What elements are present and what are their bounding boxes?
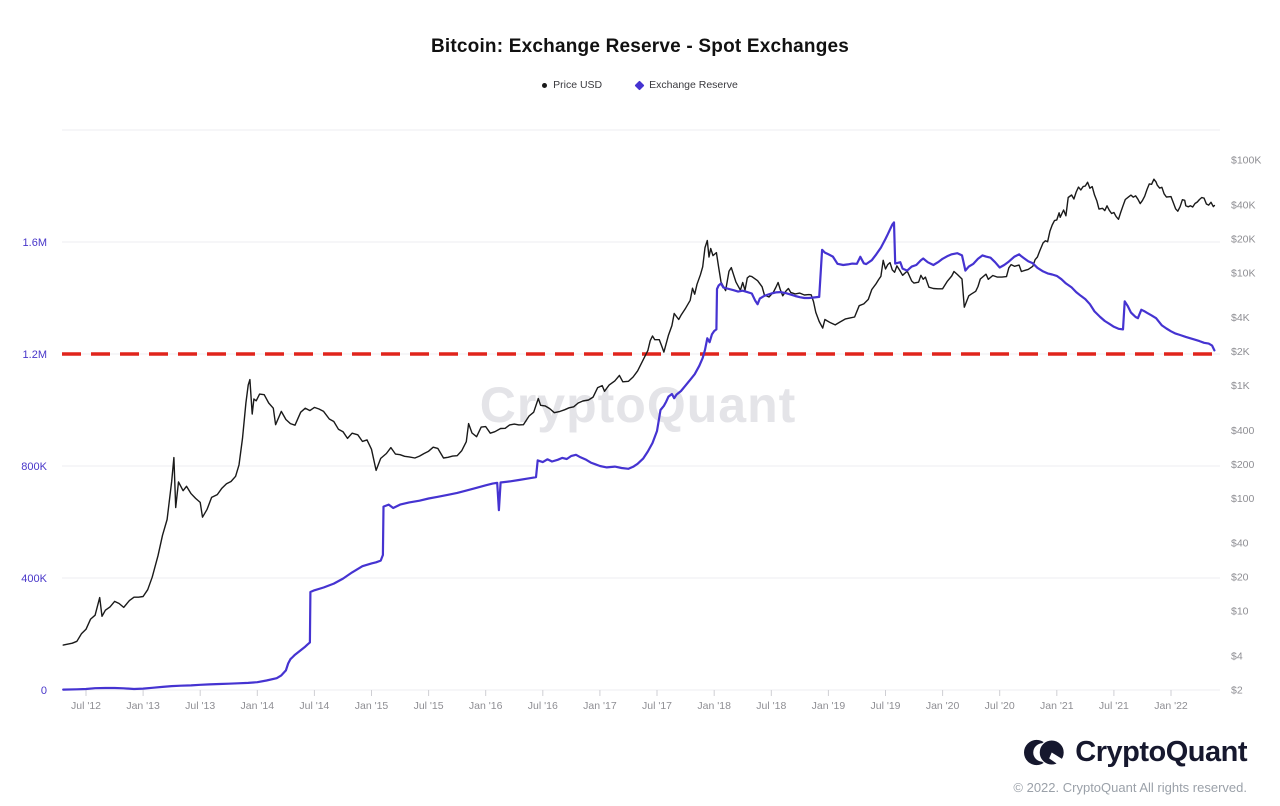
svg-text:Jul '14: Jul '14 xyxy=(299,700,329,712)
svg-text:Jan '13: Jan '13 xyxy=(126,700,160,712)
svg-text:$10: $10 xyxy=(1231,606,1249,618)
cryptoquant-logo-text: CryptoQuant xyxy=(1075,736,1247,768)
svg-text:$40: $40 xyxy=(1231,538,1249,550)
legend-item-price[interactable]: Price USD xyxy=(542,79,602,91)
cryptoquant-logo-icon xyxy=(1024,739,1066,766)
svg-text:400K: 400K xyxy=(21,573,47,585)
legend-item-reserve[interactable]: Exchange Reserve xyxy=(634,79,738,91)
svg-text:$1K: $1K xyxy=(1231,380,1250,392)
svg-text:Jan '18: Jan '18 xyxy=(697,700,731,712)
svg-text:Jul '12: Jul '12 xyxy=(71,700,101,712)
svg-text:$100: $100 xyxy=(1231,493,1255,505)
svg-text:Jan '22: Jan '22 xyxy=(1154,700,1188,712)
svg-text:1.2M: 1.2M xyxy=(23,349,47,361)
svg-text:$4K: $4K xyxy=(1231,312,1250,324)
svg-text:Jul '13: Jul '13 xyxy=(185,700,215,712)
svg-text:$100K: $100K xyxy=(1231,155,1261,167)
cryptoquant-logo: CryptoQuant xyxy=(1024,736,1247,769)
legend-label-price: Price USD xyxy=(553,79,603,91)
svg-text:$10K: $10K xyxy=(1231,267,1256,279)
svg-text:Jul '19: Jul '19 xyxy=(870,700,900,712)
svg-text:$20K: $20K xyxy=(1231,233,1256,245)
svg-text:Jul '20: Jul '20 xyxy=(985,700,1015,712)
watermark-text: CryptoQuant xyxy=(480,377,797,433)
series-line-reserve xyxy=(62,221,1216,691)
svg-text:Jul '18: Jul '18 xyxy=(756,700,786,712)
svg-text:Jul '17: Jul '17 xyxy=(642,700,672,712)
page-title: Bitcoin: Exchange Reserve - Spot Exchang… xyxy=(430,36,850,57)
copyright-text: © 2022. CryptoQuant All rights reserved. xyxy=(1013,780,1247,795)
svg-text:$4: $4 xyxy=(1231,651,1243,663)
svg-text:Jul '21: Jul '21 xyxy=(1099,700,1129,712)
svg-text:1.6M: 1.6M xyxy=(23,237,47,249)
svg-text:Jan '21: Jan '21 xyxy=(1040,700,1074,712)
svg-text:$20: $20 xyxy=(1231,572,1249,584)
svg-text:Jan '19: Jan '19 xyxy=(812,700,846,712)
svg-text:Jan '16: Jan '16 xyxy=(469,700,503,712)
svg-text:800K: 800K xyxy=(21,461,47,473)
svg-text:$200: $200 xyxy=(1231,459,1255,471)
svg-text:0: 0 xyxy=(41,685,47,697)
svg-text:$2K: $2K xyxy=(1231,346,1250,358)
svg-text:$40K: $40K xyxy=(1231,199,1256,211)
svg-text:$2: $2 xyxy=(1231,685,1243,697)
series-line-price xyxy=(62,178,1216,646)
price-series-marker-icon xyxy=(542,82,548,88)
legend-label-reserve: Exchange Reserve xyxy=(649,79,738,91)
chart-legend: Price USD Exchange Reserve xyxy=(0,79,1280,91)
svg-text:Jan '17: Jan '17 xyxy=(583,700,617,712)
svg-text:Jul '15: Jul '15 xyxy=(414,700,444,712)
svg-text:Jan '15: Jan '15 xyxy=(355,700,389,712)
svg-text:Jan '14: Jan '14 xyxy=(241,700,275,712)
svg-text:Jan '20: Jan '20 xyxy=(926,700,960,712)
svg-text:Jul '16: Jul '16 xyxy=(528,700,558,712)
reserve-series-marker-icon xyxy=(634,80,645,90)
svg-text:$400: $400 xyxy=(1231,425,1255,437)
